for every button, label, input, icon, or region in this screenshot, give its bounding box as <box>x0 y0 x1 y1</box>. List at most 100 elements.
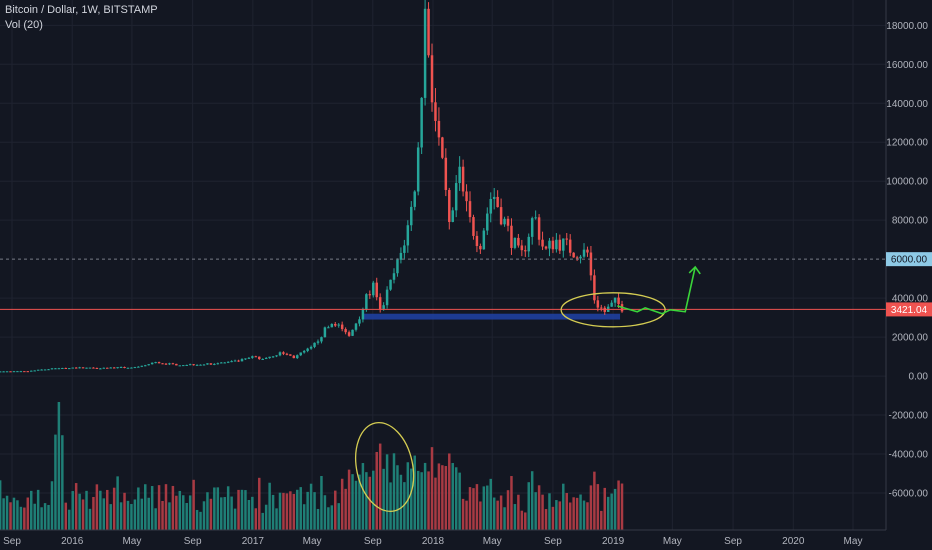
price-axis[interactable]: 18000.00 16000.00 14000.00 12000.00 10000.00… <box>886 21 928 500</box>
volume-bar <box>620 483 624 530</box>
candle-body <box>133 367 137 369</box>
candle-body <box>551 240 555 250</box>
candle-body <box>240 359 244 362</box>
volume-bar <box>420 472 423 530</box>
volume-bar <box>78 493 81 530</box>
candle-body <box>271 356 275 358</box>
candle-body <box>254 356 258 358</box>
candle-body <box>130 367 133 369</box>
candle-body <box>472 217 475 236</box>
candle-body <box>0 371 2 373</box>
candle-body <box>506 218 510 226</box>
volume-bar <box>568 502 572 530</box>
volume-legend[interactable]: Vol (20) <box>5 19 43 31</box>
price-tick-label: -2000.00 <box>889 411 929 422</box>
volume-bar <box>365 472 368 530</box>
candle-body <box>199 364 202 366</box>
volume-bar <box>216 487 220 530</box>
candle-body <box>106 367 109 369</box>
volume-bar <box>372 470 375 530</box>
time-tick-label: 2020 <box>782 536 805 547</box>
volume-bar <box>496 500 499 530</box>
volume-bar <box>185 502 188 530</box>
candle-body <box>316 341 320 343</box>
candle-body <box>23 371 26 373</box>
time-tick-label: May <box>483 536 502 547</box>
volume-bar <box>313 492 316 530</box>
candle-body <box>33 370 36 372</box>
candle-body <box>275 355 278 357</box>
last-price-tag-bg <box>886 302 932 317</box>
candle-body <box>226 361 230 363</box>
volume-bar <box>81 499 85 530</box>
candle-body <box>492 196 496 199</box>
candle-body <box>185 364 188 366</box>
candle-body <box>555 239 558 250</box>
volume-bar <box>306 491 309 530</box>
volume-bar <box>600 510 603 530</box>
forecast-arrow-head <box>688 265 701 275</box>
volume-bars <box>0 402 624 530</box>
volume-circle-annotation <box>355 421 415 513</box>
candle-body <box>268 356 271 359</box>
price-tick-label: -6000.00 <box>889 488 929 499</box>
candle-body <box>378 297 382 310</box>
volume-bar <box>144 484 147 530</box>
volume-bar <box>427 471 430 530</box>
candle-body <box>16 371 19 373</box>
candle-body <box>230 361 233 363</box>
price-tick-label: -4000.00 <box>889 450 929 461</box>
candle-body <box>389 279 392 290</box>
candle-body <box>617 297 620 305</box>
volume-bar <box>171 485 175 530</box>
time-tick-label: Sep <box>184 536 202 547</box>
candle-body <box>323 327 327 338</box>
time-tick-label: 2019 <box>602 536 625 547</box>
volume-bar <box>26 497 30 530</box>
symbol-legend[interactable]: Bitcoin / Dollar, 1W, BITSTAMP <box>5 4 158 16</box>
candle-body <box>213 363 216 365</box>
candle-body <box>406 225 410 246</box>
volume-bar <box>254 508 258 530</box>
candle-body <box>423 8 427 98</box>
candle-body <box>278 352 282 356</box>
volume-bar <box>392 453 396 530</box>
candle-body <box>320 337 323 342</box>
candle-body <box>119 366 123 368</box>
candle-body <box>396 259 399 274</box>
candle-body <box>57 368 61 370</box>
volume-bar <box>68 509 71 530</box>
candle-body <box>496 196 499 208</box>
candle-body <box>43 369 47 371</box>
volume-bar <box>147 497 150 530</box>
candle-body <box>188 364 192 366</box>
candle-body <box>385 289 389 306</box>
volume-bar <box>157 485 161 530</box>
volume-bar <box>275 508 278 530</box>
volume-bar <box>530 471 534 530</box>
volume-bar <box>109 504 112 530</box>
volume-bar <box>9 502 12 530</box>
volume-bar <box>237 489 240 530</box>
volume-bar <box>47 504 50 530</box>
candle-body <box>572 252 575 258</box>
time-tick-label: May <box>303 536 322 547</box>
volume-bar <box>399 474 403 530</box>
candle-body <box>244 358 247 360</box>
volume-bar <box>85 490 88 530</box>
candle-body <box>347 332 351 336</box>
candle-body <box>530 218 534 237</box>
candle-body <box>78 367 81 369</box>
volume-bar <box>299 487 302 530</box>
volume-bar <box>223 497 226 530</box>
time-axis[interactable]: Sep 2016 May Sep 2017 May Sep 2018 May Sep 2019 May… <box>3 536 862 547</box>
volume-bar <box>178 490 182 530</box>
time-axis-panel[interactable] <box>0 530 932 550</box>
volume-bar <box>327 507 330 530</box>
candle-body <box>420 97 423 148</box>
volume-bar <box>347 469 351 530</box>
candle-body <box>74 367 78 369</box>
price-tick-label: 2000.00 <box>892 333 929 344</box>
volume-bar <box>161 500 164 530</box>
